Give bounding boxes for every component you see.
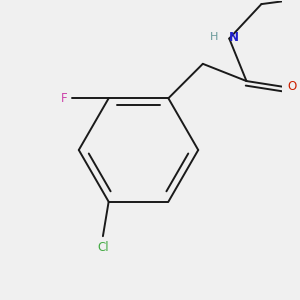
Text: F: F (61, 92, 67, 105)
Text: O: O (288, 80, 297, 93)
Text: H: H (210, 32, 218, 42)
Text: N: N (229, 31, 239, 44)
Text: Cl: Cl (97, 241, 109, 254)
